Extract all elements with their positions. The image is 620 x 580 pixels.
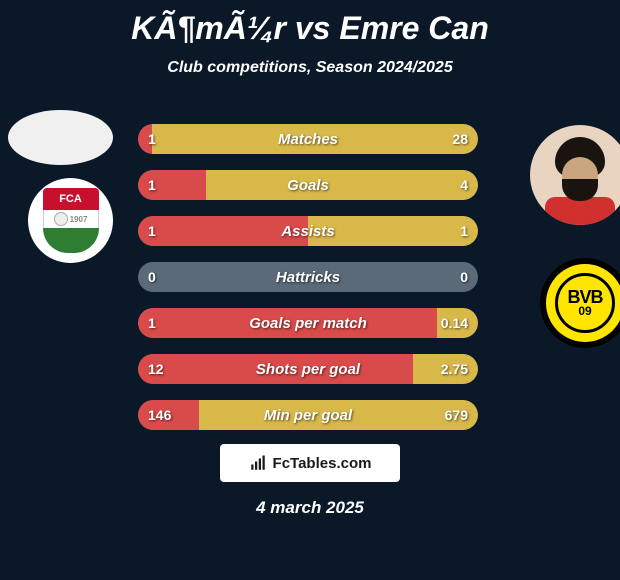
stat-label: Goals <box>138 170 478 200</box>
ball-icon <box>54 212 68 226</box>
stat-row: 1Assists1 <box>138 216 478 246</box>
stats-area: 1Matches281Goals41Assists10Hattricks01Go… <box>138 124 478 446</box>
comparison-infographic: KÃ¶mÃ¼r vs Emre Can Club competitions, S… <box>0 0 620 580</box>
chart-icon <box>249 454 267 472</box>
stat-row: 1Goals per match0.14 <box>138 308 478 338</box>
stat-value-right: 28 <box>452 124 468 154</box>
player-photo-left <box>8 110 113 165</box>
stat-label: Goals per match <box>138 308 478 338</box>
stat-label: Assists <box>138 216 478 246</box>
fca-mid: 1907 <box>43 210 99 228</box>
title: KÃ¶mÃ¼r vs Emre Can <box>0 0 620 47</box>
stat-row: 1Goals4 <box>138 170 478 200</box>
stat-label: Shots per goal <box>138 354 478 384</box>
stat-row: 0Hattricks0 <box>138 262 478 292</box>
subtitle: Club competitions, Season 2024/2025 <box>0 59 620 77</box>
stat-row: 12Shots per goal2.75 <box>138 354 478 384</box>
bvb-year: 09 <box>578 305 591 317</box>
stat-label: Matches <box>138 124 478 154</box>
player-shirt <box>545 197 615 225</box>
bvb-inner: BVB 09 <box>555 273 615 333</box>
stat-label: Hattricks <box>138 262 478 292</box>
stat-value-right: 2.75 <box>441 354 468 384</box>
club-badge-right: BVB 09 <box>540 258 620 348</box>
fca-top: FCA <box>43 188 99 210</box>
stat-label: Min per goal <box>138 400 478 430</box>
player-photo-right <box>530 125 620 225</box>
fca-shield: FCA 1907 <box>43 188 99 253</box>
stat-value-right: 0.14 <box>441 308 468 338</box>
stat-value-right: 4 <box>460 170 468 200</box>
bvb-text: BVB <box>567 289 602 305</box>
stat-value-right: 679 <box>445 400 468 430</box>
player-avatar <box>550 137 610 225</box>
stat-value-right: 0 <box>460 262 468 292</box>
watermark: FcTables.com <box>220 444 400 482</box>
club-badge-left: FCA 1907 <box>28 178 113 263</box>
date: 4 march 2025 <box>0 498 620 518</box>
watermark-text: FcTables.com <box>273 455 372 472</box>
fca-year: 1907 <box>70 215 88 224</box>
stat-row: 146Min per goal679 <box>138 400 478 430</box>
bvb-outer: BVB 09 <box>546 264 620 342</box>
stat-row: 1Matches28 <box>138 124 478 154</box>
fca-bot <box>43 228 99 253</box>
stat-value-right: 1 <box>460 216 468 246</box>
